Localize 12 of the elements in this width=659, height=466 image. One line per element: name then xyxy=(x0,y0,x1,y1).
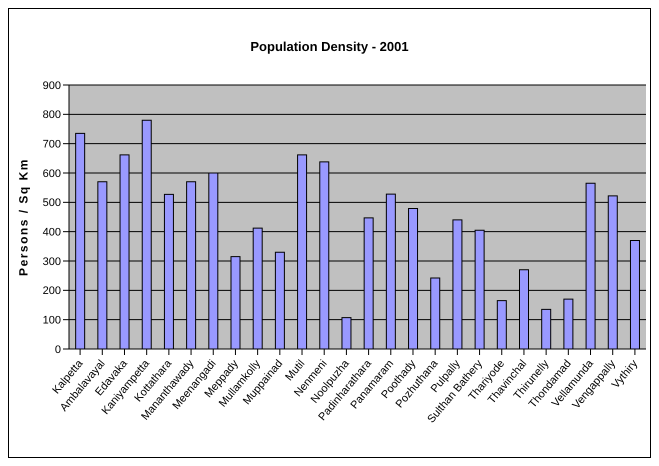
chart-title: Population Density - 2001 xyxy=(249,39,410,54)
y-tick-label: 300 xyxy=(42,256,61,268)
y-tick-label: 800 xyxy=(42,109,61,122)
y-tick-label: 900 xyxy=(42,80,61,92)
y-axis-title: Persons / Sq Km xyxy=(16,158,30,276)
y-tick-label: 500 xyxy=(42,197,61,210)
y-tick-label: 600 xyxy=(42,168,61,180)
y-tick-label: 200 xyxy=(42,285,61,298)
y-tick-label: 100 xyxy=(42,314,61,327)
y-tick-label: 400 xyxy=(42,226,61,239)
y-tick-label: 0 xyxy=(54,344,61,356)
y-tick-label: 700 xyxy=(42,138,61,151)
